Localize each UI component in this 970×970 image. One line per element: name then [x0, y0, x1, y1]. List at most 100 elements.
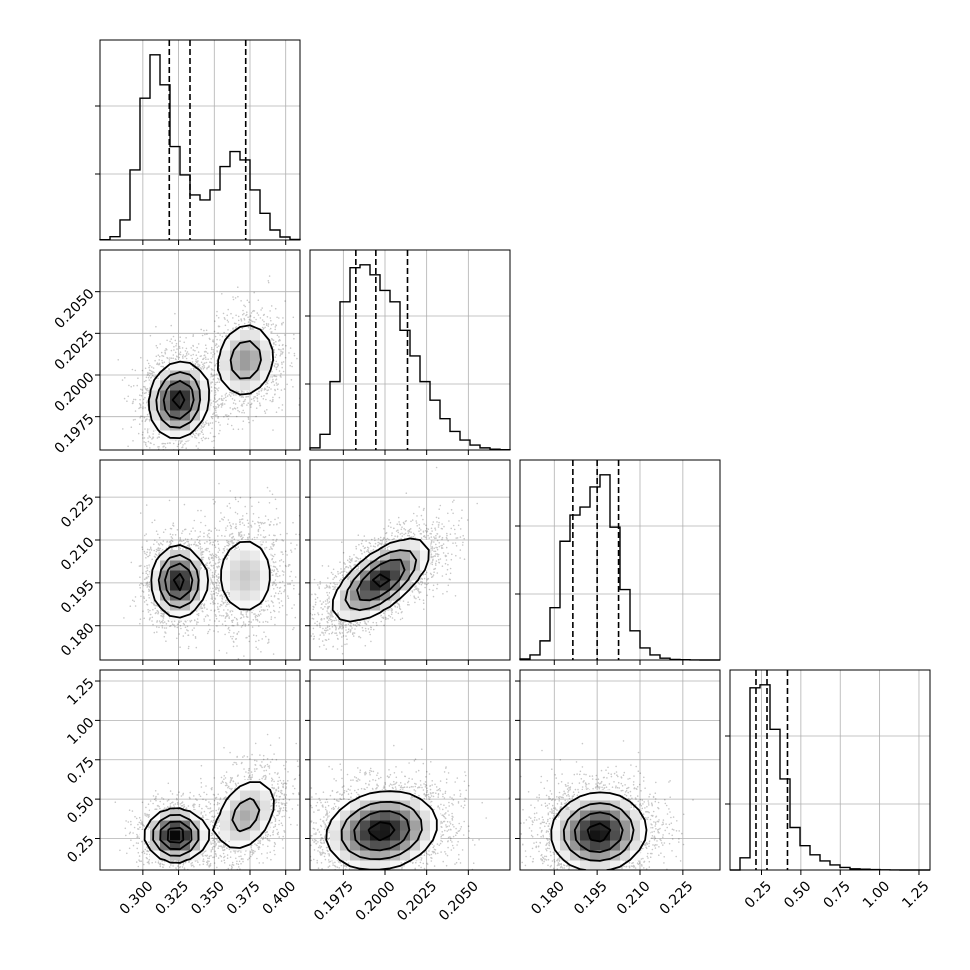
density-cell: [230, 330, 241, 341]
density-cell: [230, 830, 241, 841]
density-cell: [570, 840, 581, 851]
density-cell: [590, 800, 601, 811]
density-cell: [350, 610, 361, 621]
contour-line: [171, 390, 186, 410]
density-cell: [220, 830, 231, 841]
density-cell: [360, 560, 371, 571]
scatter-panel: [100, 670, 300, 870]
density-cell: [570, 800, 581, 811]
density-cell: [170, 420, 181, 431]
density-cell: [380, 570, 391, 581]
density-cell: [420, 550, 431, 561]
panel-frame: [99, 459, 301, 661]
density-cell: [190, 420, 201, 431]
density-cell: [220, 570, 231, 581]
density-cell: [230, 370, 241, 381]
density-cell: [390, 550, 401, 561]
density-cell: [160, 410, 171, 421]
y-tick-label: 0.225: [58, 491, 98, 531]
density-cell: [580, 850, 591, 861]
density-cell: [240, 540, 251, 551]
density-cell: [330, 840, 341, 851]
density-cell: [590, 840, 601, 851]
density-cell: [600, 800, 611, 811]
contour-line: [147, 324, 274, 439]
density-cell: [360, 590, 371, 601]
density-cell: [240, 350, 251, 361]
x-tick-label: 0.300: [117, 878, 157, 918]
histogram-panel: [99, 39, 301, 241]
density-cell: [260, 560, 271, 571]
density-cell: [380, 600, 391, 611]
x-tick-label: 0.2025: [394, 878, 440, 924]
density-cell: [250, 570, 261, 581]
density-cell: [170, 370, 181, 381]
density-cell: [250, 550, 261, 561]
density-cell: [410, 840, 421, 851]
density-cell: [250, 590, 261, 601]
density-cell: [240, 330, 251, 341]
density-cell: [250, 330, 261, 341]
density-cell: [390, 830, 401, 841]
density-cell: [330, 600, 341, 611]
density-cell: [220, 370, 231, 381]
density-cell: [590, 850, 601, 861]
density-cell: [560, 850, 571, 861]
density-cell: [150, 820, 161, 831]
density-cell: [160, 830, 171, 841]
density-cell: [180, 810, 191, 821]
y-tick-label: 0.2025: [52, 328, 98, 374]
density-cell: [390, 540, 401, 551]
x-tick-label: 0.50: [781, 878, 814, 911]
density-cell: [600, 810, 611, 821]
y-tick-label: 0.25: [64, 833, 97, 866]
density-cell: [190, 380, 201, 391]
density-cell: [200, 370, 211, 381]
density-cell: [220, 810, 231, 821]
density-cell: [590, 860, 601, 870]
density-cell: [230, 380, 241, 391]
x-tick-label: 0.400: [260, 878, 300, 918]
density-cell: [620, 820, 631, 831]
density-cell: [180, 550, 191, 561]
density-cell: [180, 570, 191, 581]
contour-line: [331, 537, 430, 623]
density-cell: [360, 820, 371, 831]
density-cell: [160, 850, 171, 861]
density-cell: [400, 550, 411, 561]
x-tick-label: 1.25: [899, 878, 932, 911]
contour-line: [159, 820, 193, 851]
density-cell: [420, 810, 431, 821]
density-cell: [250, 370, 261, 381]
density-cell: [350, 810, 361, 821]
density-cell: [380, 820, 391, 831]
density-cell: [250, 380, 261, 391]
density-cell: [410, 830, 421, 841]
density-cell: [600, 830, 611, 841]
density-cell: [150, 380, 161, 391]
density-cell: [400, 830, 411, 841]
density-cell: [180, 390, 191, 401]
panel-frame: [99, 669, 301, 871]
density-cell: [620, 850, 631, 861]
density-cell: [240, 550, 251, 561]
contour-line: [562, 802, 635, 862]
density-cell: [170, 840, 181, 851]
density-cell: [380, 580, 391, 591]
density-cell: [250, 780, 261, 791]
density-cell: [200, 380, 211, 391]
density-cell: [580, 810, 591, 821]
density-cell: [600, 840, 611, 851]
density-cell: [250, 800, 261, 811]
density-cell: [330, 820, 341, 831]
contour-line: [172, 573, 185, 592]
contour-line: [340, 800, 423, 861]
density-cell: [570, 810, 581, 821]
density-cell: [200, 570, 211, 581]
density-cell: [400, 820, 411, 831]
density-cell: [160, 810, 171, 821]
density-cell: [370, 830, 381, 841]
density-cell: [240, 780, 251, 791]
density-cell: [170, 430, 181, 441]
density-cell: [400, 810, 411, 821]
